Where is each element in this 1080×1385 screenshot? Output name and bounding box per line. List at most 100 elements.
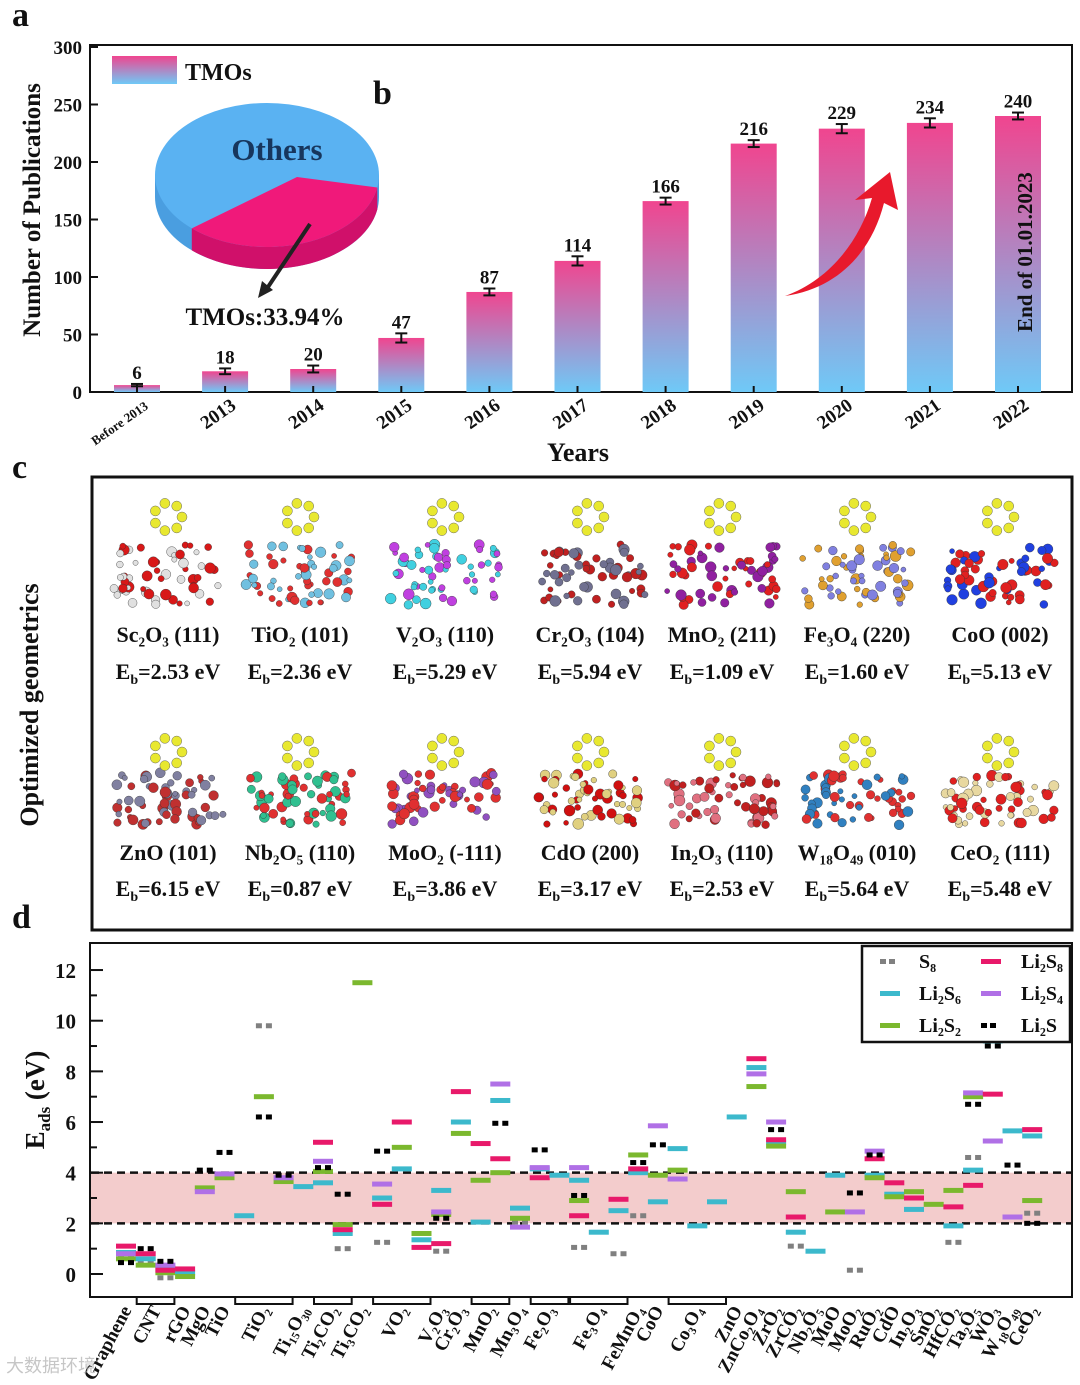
mark-li2s <box>581 1192 588 1198</box>
atom <box>443 561 451 570</box>
atom <box>573 596 583 606</box>
legend-d: S₈ Li₂S₈ Li₂S₆ Li₂S₄ Li₂S₂ Li₂S <box>860 944 1072 1044</box>
eb-symbol: E <box>538 876 553 901</box>
sulfur-atom <box>1003 757 1014 769</box>
y-tick-label: 0 <box>73 383 83 404</box>
atom <box>734 799 741 807</box>
atom <box>944 585 952 593</box>
atom <box>979 817 990 828</box>
atom <box>414 787 420 794</box>
mark-li2s2 <box>628 1152 649 1158</box>
sulfur-atom <box>159 733 171 744</box>
geometries-side-title: Optimized geometrics <box>15 583 44 826</box>
atom <box>290 595 300 605</box>
atom <box>725 791 733 799</box>
mark-li2s4 <box>963 1090 984 1096</box>
atom <box>830 813 840 823</box>
mark-li2s <box>216 1149 223 1155</box>
atom <box>116 549 124 558</box>
atom <box>467 563 474 570</box>
mark-li2s2 <box>411 1230 432 1236</box>
atom <box>456 554 467 565</box>
mark-li2s4 <box>510 1224 530 1230</box>
sulfur-atom <box>593 757 604 769</box>
eb-value: =5.64 eV <box>827 876 909 901</box>
atom <box>958 776 970 788</box>
mark-li2s6 <box>628 1170 649 1176</box>
mark-li2s <box>1034 1220 1041 1226</box>
bar-value-label: 47 <box>392 312 412 333</box>
atom <box>880 791 891 801</box>
pie-label-tmos: TMOs:33.94% <box>185 304 344 331</box>
atom <box>267 582 275 591</box>
mark-li2s6 <box>884 1191 905 1197</box>
mark-li2s6 <box>588 1229 609 1235</box>
atom <box>853 554 865 566</box>
x-tick-label: 2014 <box>285 395 329 434</box>
atom <box>619 791 627 800</box>
mark-li2s6 <box>293 1184 314 1190</box>
mark-li2s2 <box>943 1187 964 1193</box>
atom <box>438 593 448 603</box>
geometries-frame <box>90 475 1074 932</box>
atom <box>331 553 337 559</box>
atom <box>127 814 139 826</box>
mark-li2s <box>315 1165 321 1171</box>
atom <box>267 541 277 551</box>
mark-li2s2 <box>253 1094 274 1100</box>
binding-energy-label: Eb=5.94 eV <box>538 659 643 688</box>
mark-li2s8 <box>450 1089 471 1095</box>
eb-value: =2.53 eV <box>692 876 774 901</box>
atom <box>854 585 861 593</box>
mark-li2s8 <box>391 1119 412 1125</box>
sulfur-atom <box>291 733 303 744</box>
bar-2017 <box>554 260 601 392</box>
atom <box>170 814 180 824</box>
atom <box>686 562 697 573</box>
bar-2019 <box>730 143 777 392</box>
atom <box>469 776 481 788</box>
atom <box>541 549 549 557</box>
atom <box>958 588 970 600</box>
atom <box>1022 808 1032 817</box>
sulfur-atom <box>593 735 604 747</box>
atom <box>533 792 544 803</box>
eb-value: =3.17 eV <box>560 876 642 901</box>
bar-value-label: 87 <box>480 268 500 289</box>
structure-thumbnail <box>111 733 227 830</box>
pie-slice-tmos <box>191 177 378 247</box>
atom <box>574 560 584 570</box>
atom <box>568 569 575 576</box>
eb-subscript: b <box>552 673 560 688</box>
sulfur-atom <box>572 517 583 529</box>
atom <box>214 582 222 590</box>
atom <box>1040 579 1051 591</box>
atom <box>1007 805 1016 813</box>
mark-li2s8 <box>411 1244 432 1250</box>
mark-li2s6 <box>864 1172 885 1178</box>
atom <box>219 810 227 818</box>
atom <box>673 794 686 807</box>
mark-li2s6 <box>785 1229 806 1235</box>
atom <box>964 558 974 568</box>
structure-thumbnail <box>943 498 1059 609</box>
mark-li2s6 <box>1022 1133 1043 1139</box>
atom <box>260 812 267 819</box>
sulfur-atom <box>848 760 860 771</box>
atom <box>200 779 211 791</box>
mark-li2s2 <box>273 1179 294 1185</box>
y-tick-label: 50 <box>63 326 82 347</box>
sulfur-atom <box>572 505 583 517</box>
sulfur-atom <box>982 740 993 752</box>
atom <box>725 782 732 789</box>
sulfur-atom <box>704 517 715 529</box>
atom <box>204 562 216 574</box>
atom <box>562 573 572 583</box>
atom <box>574 804 581 811</box>
atom <box>731 588 739 596</box>
atom <box>299 563 310 573</box>
mark-li2s <box>157 1258 164 1264</box>
atom <box>263 793 274 804</box>
pie-pointer-arrowhead-icon <box>258 281 273 298</box>
